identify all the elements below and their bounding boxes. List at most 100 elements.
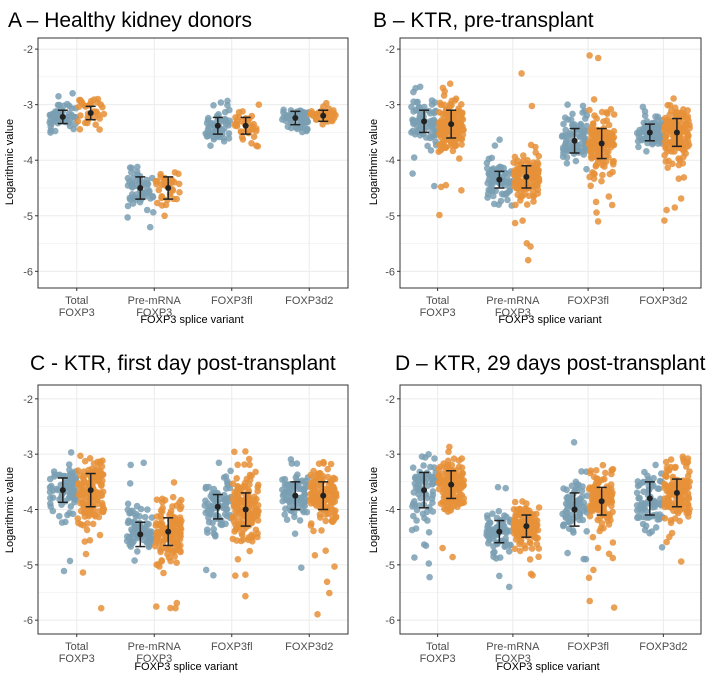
panel-c-point	[205, 514, 212, 521]
panel-c-point	[90, 460, 98, 467]
panel-a-point	[150, 209, 157, 216]
panel-d-point	[435, 485, 443, 493]
panel-a-point	[221, 108, 229, 116]
panel-c-point	[246, 476, 254, 484]
panel-a-point	[66, 116, 74, 124]
panel-b-point	[456, 155, 463, 162]
panel-b-point	[657, 133, 665, 140]
panel-c-point	[248, 531, 255, 539]
panel-a-point	[147, 195, 154, 202]
panel-c-point	[285, 498, 293, 506]
panel-c-point	[210, 572, 217, 579]
panel-b-point	[593, 154, 600, 161]
panel-d-point	[592, 480, 600, 487]
panel-c-xtick-label: FOXP3fl	[211, 641, 253, 653]
panel-a-point	[141, 193, 149, 200]
panel-c-point	[324, 465, 332, 473]
panel-a-mean-point	[242, 122, 249, 129]
panel-d-point	[495, 507, 503, 515]
panel-c-point	[98, 482, 105, 490]
panel-d-point	[661, 480, 668, 488]
panel-d-point	[453, 485, 461, 492]
panel-a-point	[129, 180, 136, 187]
panel-b-point	[562, 126, 569, 134]
panel-d-point	[413, 475, 420, 483]
panel-b-point	[527, 243, 534, 250]
panel-a-mean-point	[214, 122, 221, 129]
panel-b-ylabel: Logarithmic value	[368, 119, 380, 205]
panel-b-point	[497, 197, 505, 205]
panel-b-point	[675, 161, 683, 169]
panel-c-point	[66, 509, 73, 517]
panel-a-ytick-label: -3	[23, 100, 33, 112]
panel-c-ytick-label: -2	[23, 394, 33, 406]
panel-d-point	[459, 470, 467, 477]
panel-d-point	[425, 451, 432, 458]
panel-c-point	[314, 611, 321, 618]
panel-d-point	[681, 488, 688, 496]
panel-d-point	[607, 481, 615, 488]
panel-a-ytick-label: -5	[23, 211, 33, 223]
panel-b-mean-point	[421, 118, 428, 125]
panel-a-point	[65, 110, 73, 117]
panel-c-point	[172, 604, 179, 612]
panel-b-point	[582, 115, 589, 122]
panel-d-point	[503, 527, 510, 535]
panel-b-point	[598, 177, 605, 185]
panel-d-point	[655, 485, 663, 493]
panel-b-point	[409, 127, 417, 135]
panel-c-point	[148, 514, 156, 521]
panel-d-point	[443, 475, 451, 482]
panel-c-point	[296, 517, 304, 524]
panel-c-point	[245, 455, 253, 463]
panel-d-point	[560, 485, 567, 492]
panel-a-point	[220, 138, 228, 145]
panel-d-point	[489, 535, 497, 542]
panel-a-ytick-label: -6	[23, 266, 33, 278]
panel-b-point	[530, 198, 537, 205]
panel-d-point	[425, 529, 433, 536]
panel-a-point	[124, 174, 132, 182]
panel-b-mean-point	[448, 121, 455, 128]
panel-d-point	[506, 542, 513, 549]
panel-b-point	[431, 99, 439, 106]
panel-b-ytick-label: -6	[385, 266, 395, 278]
panel-a-point	[237, 128, 245, 135]
panel-b-point	[609, 135, 617, 143]
panel-d-xtick-line: FOXP3	[420, 653, 456, 665]
panel-c-point	[46, 475, 54, 483]
panel-c-point	[145, 543, 153, 551]
panel-b-point	[439, 130, 447, 138]
panel-c-point	[240, 526, 248, 533]
panel-b-point	[442, 144, 449, 151]
panel-b-point	[431, 109, 438, 117]
panel-c-point	[234, 461, 241, 469]
panel-b-point	[449, 138, 456, 146]
panel-c-point	[60, 567, 68, 575]
panel-d-point	[420, 462, 427, 469]
panel-c-point	[239, 501, 246, 509]
panel-c-mean-point	[59, 487, 66, 494]
panel-b-point	[436, 109, 443, 116]
panel-b-point	[583, 165, 590, 173]
panel-b-xtick-line: FOXP3	[495, 307, 531, 319]
panel-d-point	[652, 524, 660, 531]
panel-c-point	[85, 512, 92, 520]
panel-d-point	[411, 554, 418, 561]
panel-b-point	[437, 183, 445, 191]
panel-d-point	[599, 476, 606, 484]
panel-b-point	[663, 139, 671, 146]
panel-d-point	[572, 478, 580, 486]
panel-a-point	[217, 99, 225, 106]
panel-a-point	[76, 126, 84, 133]
panel-b-point	[501, 182, 508, 189]
panel-a-point	[248, 140, 255, 147]
panel-c-point	[77, 452, 84, 460]
panel-d-point	[586, 512, 594, 520]
panel-b-point	[490, 192, 497, 200]
panel-b-point	[566, 137, 573, 145]
panel-b-point	[675, 175, 683, 182]
panel-b-point	[680, 106, 687, 113]
